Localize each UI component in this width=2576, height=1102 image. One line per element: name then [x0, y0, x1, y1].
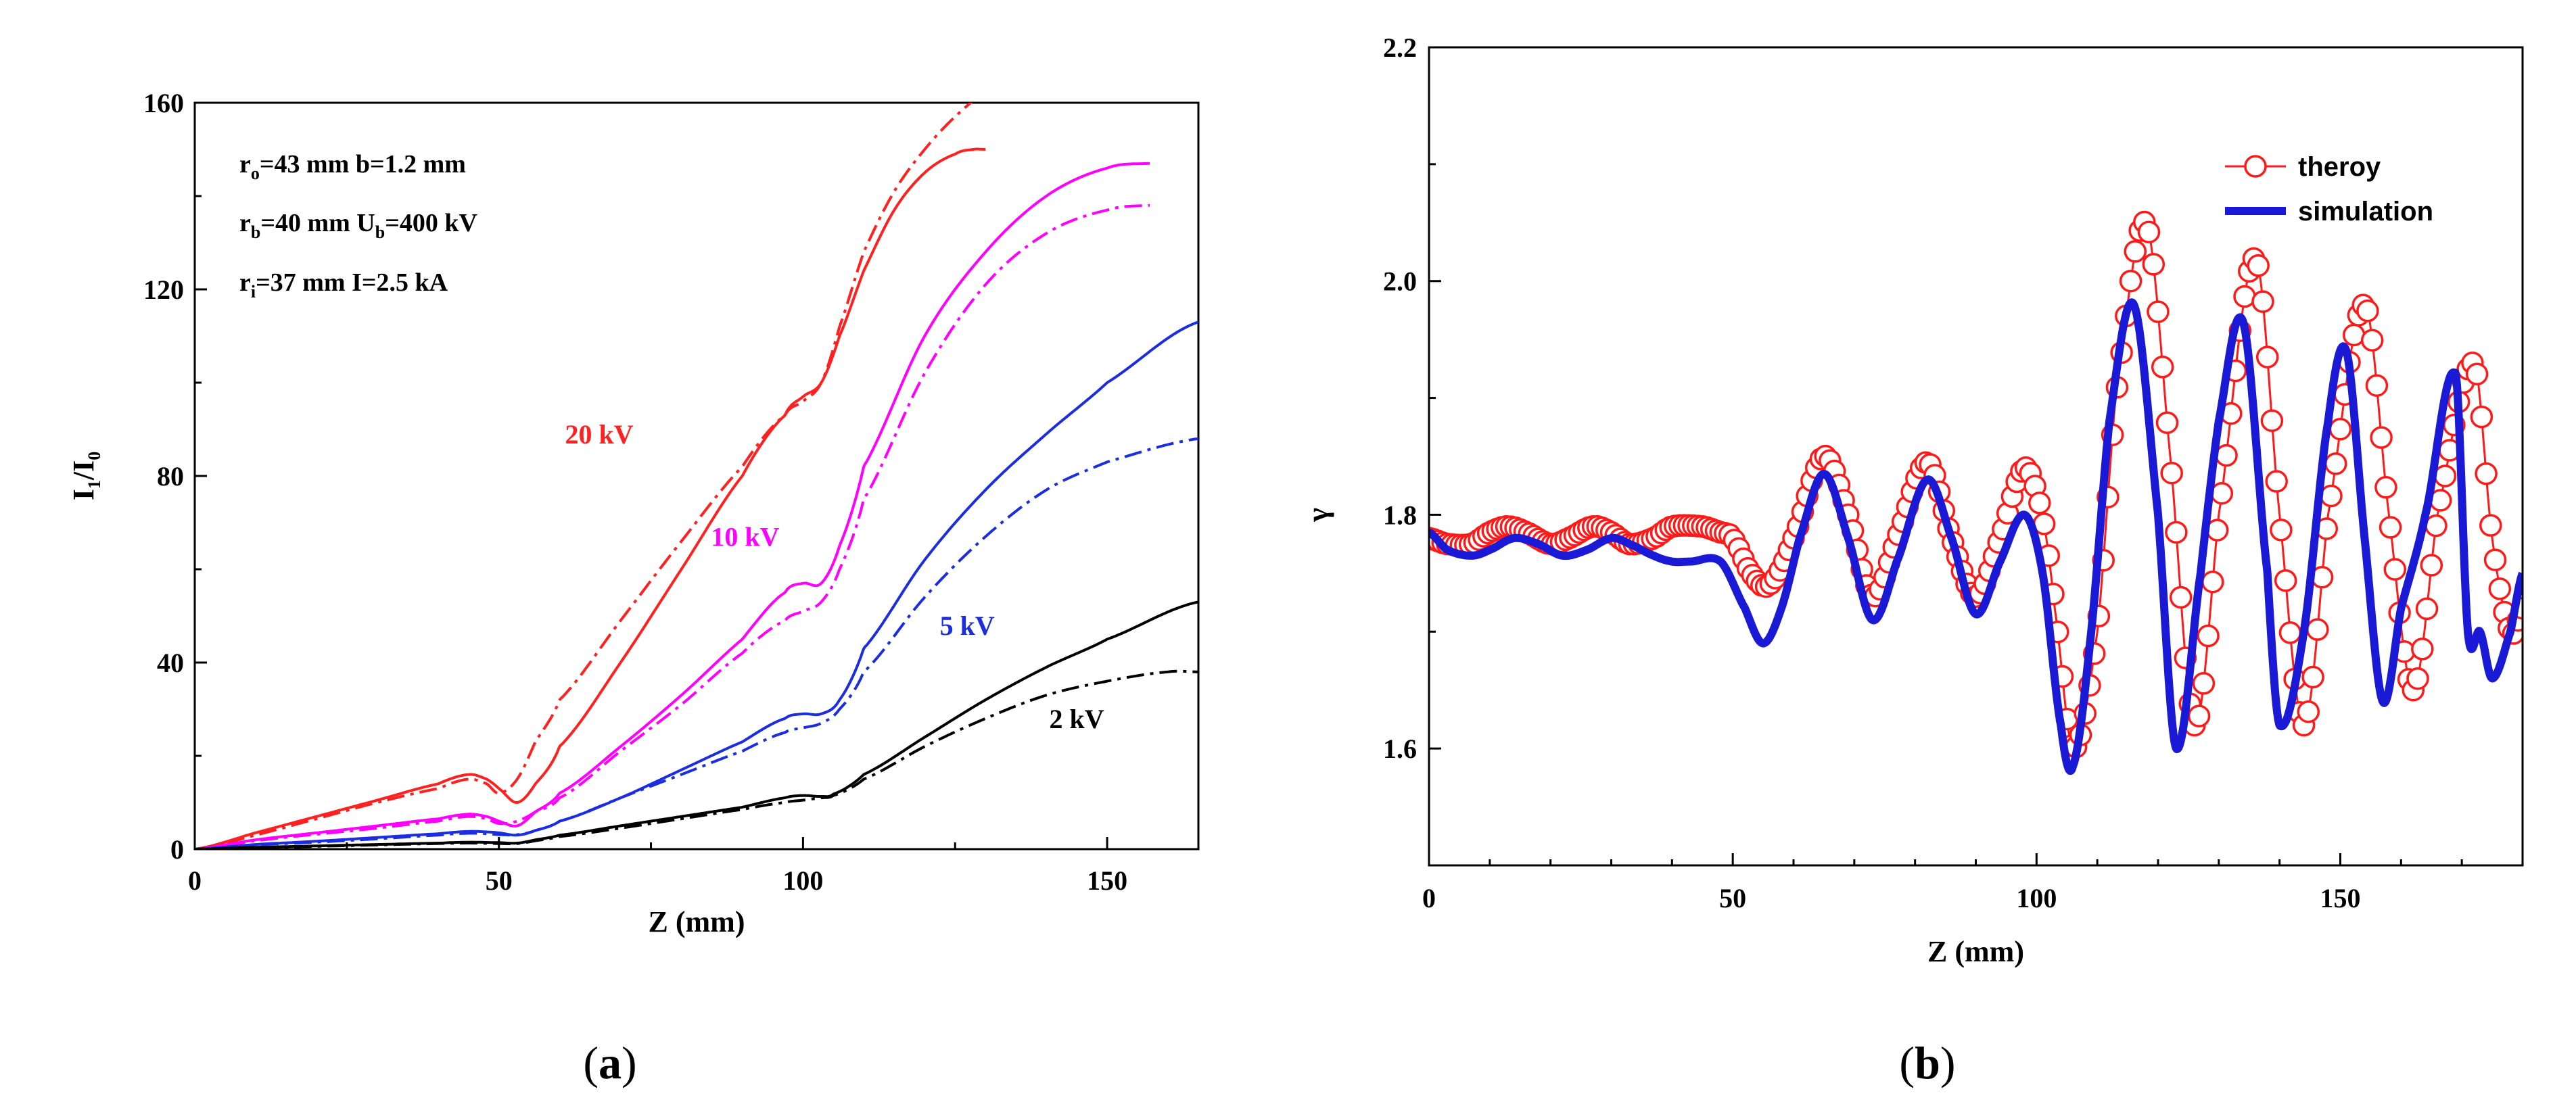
series-line-5-kv — [195, 320, 1198, 849]
theroy-marker — [2028, 492, 2051, 514]
theroy-marker — [2197, 624, 2220, 648]
theroy-marker — [2151, 356, 2174, 379]
theroy-marker — [2379, 516, 2402, 539]
legend-swatch-marker-theroy — [2244, 155, 2267, 178]
theroy-marker — [2320, 484, 2343, 508]
theroy-marker — [2201, 570, 2224, 594]
theroy-marker — [2465, 362, 2489, 386]
series-line-10-kv — [195, 162, 1150, 849]
curve-label-5-kv: 5 kV — [940, 610, 995, 641]
series-line-5-kv-dash — [195, 437, 1198, 849]
chart-panel-a: 0 50 100 150 0 40 80 120 160 Z (mm) I1/I0 ro=43 mm … — [67, 88, 1200, 1088]
y-tick-label-b: 2.2 — [1383, 32, 1417, 63]
parameter-line: ri=37 mm I=2.5 kA — [239, 268, 448, 302]
theroy-marker — [2260, 409, 2284, 432]
theroy-marker — [2251, 290, 2274, 313]
theroy-marker — [2187, 704, 2211, 727]
theroy-marker — [2370, 426, 2393, 449]
y-axis-title-b: γ — [1301, 508, 1334, 523]
theroy-marker — [2475, 462, 2498, 485]
series-line-2-kv — [195, 600, 1198, 849]
parameter-line: ro=43 mm b=1.2 mm — [239, 150, 466, 183]
panel-label-a: (a) — [583, 1037, 636, 1088]
x-tick-label-a: 150 — [1087, 865, 1127, 896]
curve-label-2-kv: 2 kV — [1050, 704, 1104, 734]
series-line-20-kv-dash — [195, 103, 973, 849]
panel-label-b: (b) — [1899, 1037, 1955, 1088]
x-axis-title-b: Z (mm) — [1927, 935, 2024, 968]
x-tick-label-a: 100 — [782, 865, 823, 896]
theroy-marker — [2360, 329, 2384, 352]
y-tick-label-a: 120 — [143, 274, 184, 305]
theroy-marker — [2415, 597, 2439, 621]
series-line-2-kv-dash — [195, 669, 1198, 849]
legend-label-simulation: simulation — [2298, 197, 2433, 226]
x-tick-label-b: 100 — [2016, 883, 2057, 913]
theroy-marker — [2274, 569, 2297, 592]
y-tick-label-a: 80 — [157, 461, 184, 492]
theroy-marker — [2488, 577, 2512, 600]
parameter-line: rb=40 mm Ub=400 kV — [239, 209, 478, 242]
y-tick-label-b: 1.6 — [1383, 734, 1417, 764]
theroy-marker — [2233, 285, 2256, 308]
theroy-marker — [2278, 621, 2302, 644]
y-tick-label-a: 0 — [170, 834, 184, 865]
theroy-marker — [2365, 374, 2389, 397]
theroy-marker — [2142, 253, 2165, 276]
y-tick-label-b: 2.0 — [1383, 266, 1417, 297]
y-tick-label-a: 40 — [157, 648, 184, 678]
plot-frame-b — [1428, 46, 2524, 867]
theroy-marker — [2247, 254, 2270, 277]
y-tick-label-b: 1.8 — [1383, 500, 1417, 530]
y-tick-label-a: 160 — [143, 88, 184, 118]
curve-label-20-kv: 20 kV — [565, 419, 634, 450]
curve-label-10-kv: 10 kV — [711, 522, 779, 552]
theroy-marker — [2210, 481, 2234, 505]
theroy-marker — [2324, 452, 2347, 475]
theroy-marker — [2425, 514, 2448, 537]
x-tick-label-b: 0 — [1422, 883, 1436, 913]
x-tick-label-a: 50 — [486, 865, 513, 896]
theroy-marker — [2147, 300, 2170, 323]
legend-b: theroy simulation — [2225, 152, 2433, 226]
theroy-marker — [2383, 558, 2407, 581]
x-tick-label-a: 0 — [188, 865, 202, 896]
theroy-marker — [2301, 665, 2324, 689]
x-tick-label-b: 150 — [2320, 883, 2361, 913]
theroy-marker — [2119, 269, 2142, 293]
series-markers-theroy — [1429, 210, 2523, 759]
theroy-marker — [2169, 585, 2193, 609]
theroy-marker — [2124, 240, 2147, 263]
theroy-marker — [2306, 618, 2329, 641]
theroy-marker — [2470, 405, 2493, 429]
theroy-marker — [2483, 548, 2507, 571]
x-axis-title-a: Z (mm) — [649, 905, 745, 938]
theroy-marker — [2160, 461, 2183, 485]
theroy-marker — [2411, 638, 2434, 661]
series-line-20-kv — [195, 147, 986, 849]
theroy-marker — [2406, 667, 2429, 690]
theroy-marker — [2328, 417, 2352, 441]
x-tick-label-b: 50 — [1719, 883, 1746, 913]
theroy-marker — [2165, 521, 2188, 544]
legend-label-theroy: theroy — [2298, 152, 2381, 182]
theroy-marker — [2265, 470, 2288, 493]
theroy-marker — [2155, 411, 2179, 434]
theroy-marker — [2479, 514, 2502, 537]
theroy-marker — [2192, 672, 2216, 695]
theroy-marker — [2215, 444, 2238, 467]
theroy-marker — [2433, 464, 2457, 487]
theroy-marker — [2255, 345, 2279, 368]
theroy-marker — [2374, 476, 2397, 499]
chart-panel-b: 0 50 100 150 1.6 1.8 2.0 2.2 Z (mm) γ theroy simula… — [1301, 32, 2524, 1088]
y-axis-title-a: I1/I0 — [67, 452, 104, 500]
series-line-10-kv-dash — [195, 203, 1150, 849]
theroy-marker — [2420, 554, 2443, 577]
theroy-marker — [2356, 300, 2379, 322]
theroy-marker — [2137, 220, 2161, 243]
series-line-simulation — [1429, 298, 2523, 775]
theroy-marker — [2270, 519, 2293, 542]
theroy-marker — [2297, 700, 2320, 723]
